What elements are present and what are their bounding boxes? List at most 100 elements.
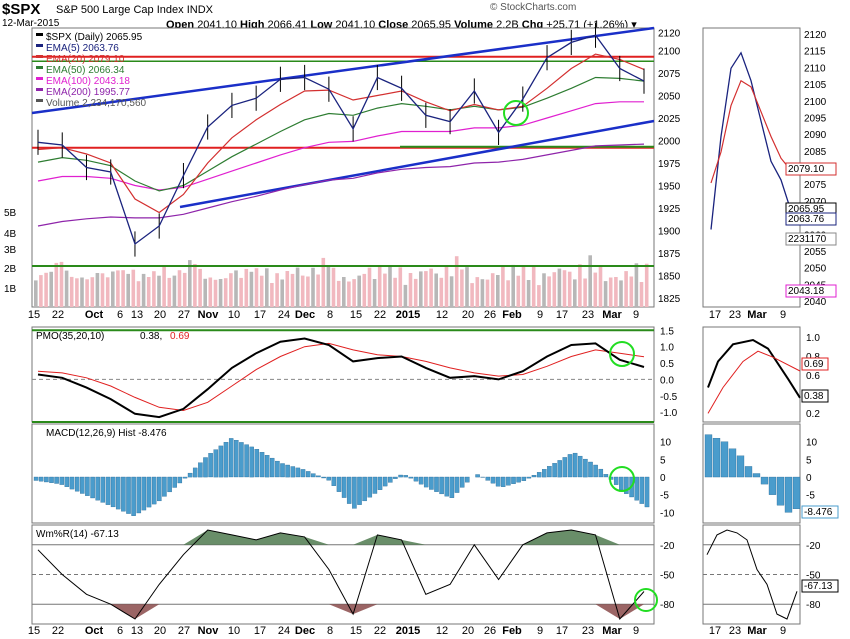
macd-hist-bar (439, 476, 444, 495)
exchange-code: INDX (186, 4, 213, 16)
side-wr-tag (801, 579, 839, 593)
price-tick-label: 2050 (658, 92, 681, 103)
side-pmo-tick: 0.2 (806, 409, 820, 420)
volume-bar (254, 268, 259, 307)
volume-bar (95, 273, 100, 307)
dropdown-triangle-icon[interactable]: ▾ (631, 19, 637, 31)
ema-line-EMA100 (37, 101, 644, 191)
side-value-tag-text: 2231170 (788, 234, 827, 245)
volume-bar (644, 263, 649, 307)
volume-bar (208, 277, 213, 307)
side-value-tag (785, 284, 837, 298)
x-axis-label: 27 (178, 309, 190, 321)
macd-hist-bar (613, 476, 619, 485)
x-axis-label: 23 (582, 625, 594, 637)
volume-bar (188, 260, 192, 307)
volume-bar (146, 277, 151, 307)
side-price-tick: 2100 (804, 97, 827, 108)
macd-tick-label: -5 (660, 491, 669, 502)
side-price-tick: 2085 (804, 147, 827, 158)
macd-hist-bar (341, 476, 347, 498)
volume-tick-label: 5B (4, 208, 17, 219)
side-price-tick: 2090 (804, 130, 827, 141)
macd-hist-bar (244, 444, 249, 478)
macd-hist-bar (547, 466, 552, 478)
side-x-axis-label: 23 (729, 625, 741, 637)
macd-hist-bar (110, 476, 116, 508)
legend-swatch (36, 33, 43, 36)
volume-bar (547, 276, 551, 307)
volume-bar (619, 280, 623, 307)
x-axis-label: Mar (602, 309, 622, 321)
side-price-tick: 2070 (804, 197, 827, 208)
side-pmo-tick: 1.0 (806, 333, 820, 344)
volume-bar (336, 280, 341, 307)
x-axis-label: 9 (537, 309, 543, 321)
macd-hist-bar (362, 476, 367, 502)
volume-bar (259, 275, 264, 307)
x-axis-label: 2015 (396, 625, 420, 637)
side-value-tag (785, 162, 837, 176)
volume-bar (506, 280, 510, 307)
macd-hist-bar (59, 476, 65, 485)
macd-hist-bar (393, 476, 398, 479)
side-wr-line (706, 529, 798, 620)
volume-bar (162, 267, 166, 307)
volume-bar (552, 272, 557, 307)
side-value-tag (785, 212, 837, 226)
volume-bar (331, 267, 336, 307)
panel-frame-main (31, 27, 655, 308)
pmo-tick-label: -0.5 (660, 392, 678, 403)
volume-bar (537, 285, 541, 307)
x-axis-label: Nov (198, 309, 220, 321)
volume-bar (598, 267, 603, 307)
volume-bar (239, 277, 243, 307)
volume-bar (470, 283, 474, 307)
volume-bar (531, 267, 536, 307)
macd-hist-bar (326, 476, 331, 481)
macd-hist-bar (249, 446, 254, 478)
macd-hist-bar (577, 455, 583, 478)
volume-bar (218, 279, 223, 307)
macd-hist-bar (454, 476, 460, 493)
macd-hist-bar (105, 476, 111, 505)
side-macd-bar (744, 466, 753, 478)
macd-hist-bar (305, 471, 311, 478)
x-axis-label: 9 (633, 625, 639, 637)
volume-bar (64, 270, 69, 307)
price-tick-label: 2000 (658, 137, 681, 148)
legend-swatch (36, 77, 43, 80)
macd-hist-bar (552, 463, 557, 478)
ticker-symbol: $SPX (2, 1, 41, 18)
macd-hist-bar (44, 476, 49, 483)
x-axis-label: 15 (28, 309, 40, 321)
macd-hist-bar (192, 467, 198, 478)
legend-swatch (36, 88, 43, 91)
x-axis-label: 26 (484, 625, 496, 637)
volume-bar (177, 270, 182, 307)
volume-bar (383, 273, 387, 307)
side-macd-bar (752, 473, 761, 478)
volume-bar (152, 271, 156, 307)
x-axis-label: Dec (295, 625, 315, 637)
volume-tick-label: 4B (4, 229, 17, 240)
macd-tick-label: -10 (660, 508, 675, 519)
volume-bar (39, 275, 43, 307)
volume-bar (608, 277, 613, 307)
price-tick-label: 1900 (658, 227, 681, 238)
macd-legend: MACD(12,26,9) Hist -8.476 (46, 428, 167, 439)
volume-bar (265, 268, 269, 307)
price-tick-label: 2100 (658, 47, 681, 58)
side-macd-bar (736, 455, 745, 478)
side-x-axis-label: Mar (747, 309, 767, 321)
macd-hist-bar (542, 469, 547, 478)
x-axis-label: 10 (228, 309, 240, 321)
macd-hist-bar (557, 460, 562, 478)
x-axis-label: 22 (52, 625, 64, 637)
volume-bar (347, 281, 351, 307)
ema5-line (37, 34, 645, 246)
macd-hist-bar (223, 442, 229, 478)
side-value-tag-text: 2063.76 (788, 214, 825, 225)
x-axis-label: 17 (254, 309, 266, 321)
